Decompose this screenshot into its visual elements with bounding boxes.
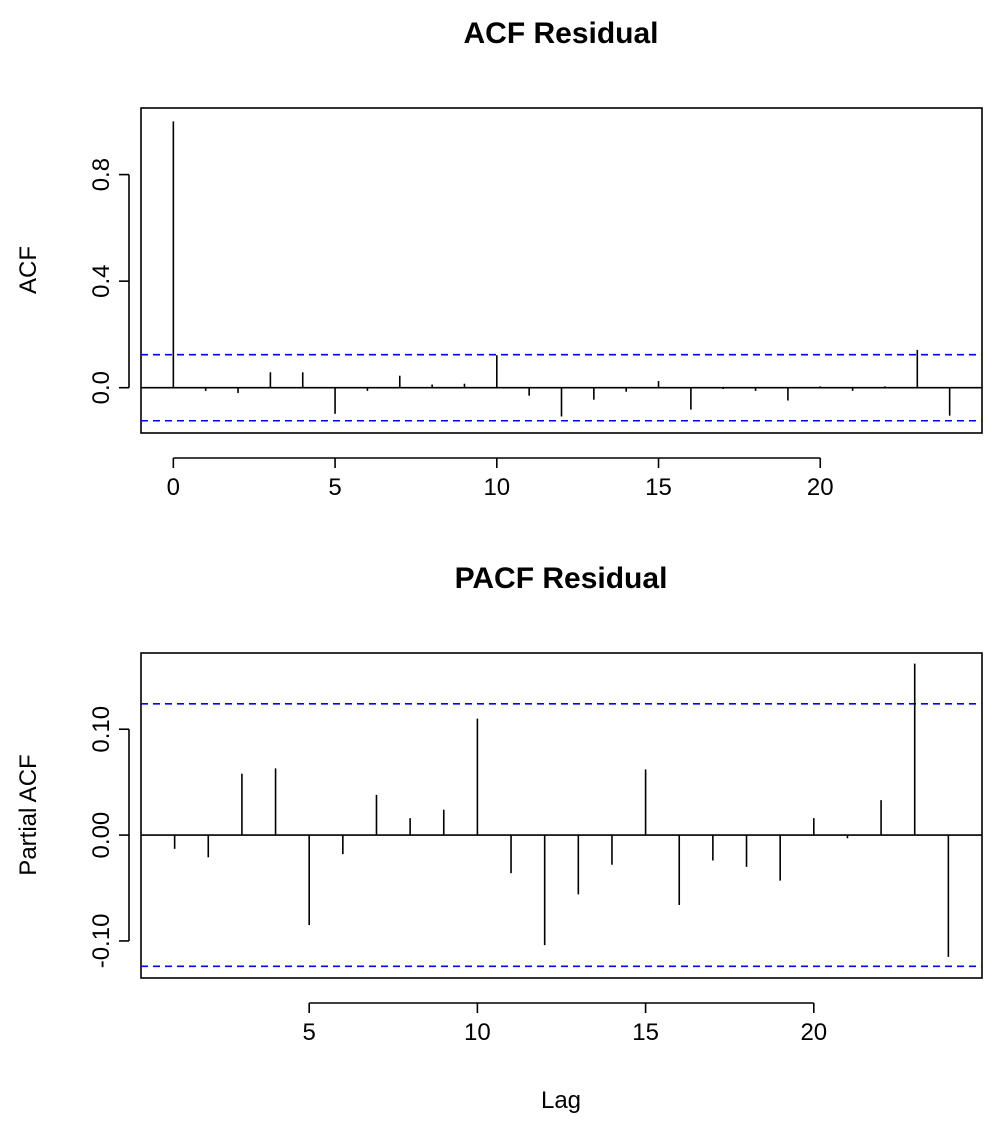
acf-plot-frame [140, 107, 983, 434]
acf-title: ACF Residual [463, 17, 658, 50]
pacf-y-axis-label: Partial ACF [15, 754, 42, 875]
pacf-y-tick-label: 0.10 [88, 706, 115, 753]
acf-panel: ACF Residual ACF 0 5 10 15 20 0.0 0.4 0.8 [15, 17, 983, 501]
pacf-y-tick-label: 0.00 [88, 812, 115, 859]
acf-x-tick-label: 5 [328, 474, 341, 501]
acf-y-tick-label: 0.4 [88, 264, 115, 297]
pacf-plot-frame [140, 652, 983, 979]
pacf-panel: PACF Residual Partial ACF Lag 5 10 15 20 -0.… [15, 562, 983, 1114]
acf-x-tick-label: 15 [645, 474, 672, 501]
pacf-title: PACF Residual [455, 562, 668, 595]
acf-y-tick-label: 0.0 [88, 371, 115, 404]
acf-marks: 0 5 10 15 20 0.0 0.4 0.8 [88, 121, 982, 501]
pacf-x-tick-label: 10 [464, 1019, 491, 1046]
pacf-marks: 5 10 15 20 -0.10 0.00 0.10 [88, 663, 982, 1046]
acf-x-tick-label: 0 [167, 474, 180, 501]
acf-y-tick-label: 0.8 [88, 158, 115, 191]
pacf-x-tick-label: 20 [800, 1019, 827, 1046]
acf-x-tick-label: 10 [483, 474, 510, 501]
acf-y-axis-label: ACF [15, 246, 42, 294]
pacf-x-tick-label: 15 [632, 1019, 659, 1046]
acf-x-tick-label: 20 [807, 474, 834, 501]
pacf-x-axis-label: Lag [541, 1087, 581, 1114]
pacf-x-tick-label: 5 [303, 1019, 316, 1046]
pacf-y-tick-label: -0.10 [88, 914, 115, 969]
